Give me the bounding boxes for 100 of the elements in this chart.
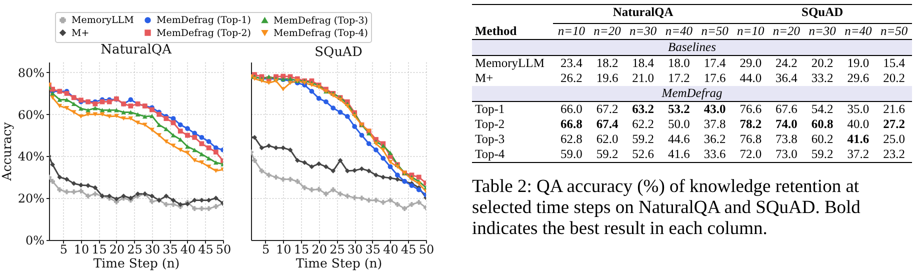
data-label: 17.2 bbox=[667, 71, 691, 86]
data-label: 17.4 bbox=[702, 56, 727, 71]
chart-title: SQuAD bbox=[314, 45, 362, 60]
data-label: 29.0 bbox=[738, 56, 763, 71]
data-label: 40.0 bbox=[846, 117, 870, 132]
x-tick-label: n=10 bbox=[737, 24, 764, 38]
legend-label: MemDefrag (Top-2) bbox=[156, 28, 251, 39]
data-label: 23.2 bbox=[876, 147, 912, 162]
data-label: 20.2 bbox=[882, 71, 906, 86]
data-label: 67.4 bbox=[595, 117, 620, 132]
data-label: 63.2 bbox=[631, 102, 656, 117]
data-label: 36.4 bbox=[774, 71, 798, 86]
caption: Table 2: QA accuracy (%) of knowledge retention at selected time steps on NaturalQA and SQuAD. Bold indicates the best result in each column. bbox=[472, 177, 862, 240]
data-label: 59.2 bbox=[589, 147, 626, 162]
data-label: 19.0 bbox=[846, 56, 870, 71]
x-tick-label: 45 bbox=[401, 242, 416, 256]
data-label: 59.2 bbox=[631, 132, 656, 147]
y-tick-label: MemoryLLM bbox=[474, 56, 546, 71]
data-label: 41.6 bbox=[846, 132, 870, 147]
data-label: 35.0 bbox=[846, 102, 870, 117]
data-label: 24.2 bbox=[774, 56, 798, 71]
x-tick-label: 5 bbox=[262, 242, 270, 256]
data-label: 20.2 bbox=[810, 56, 834, 71]
data-label: 67.6 bbox=[774, 102, 798, 117]
legend-label: M+ bbox=[72, 28, 90, 39]
data-label: 18.0 bbox=[667, 56, 691, 71]
text: NaturalQA bbox=[553, 4, 733, 24]
x-tick-label: 25 bbox=[330, 242, 345, 256]
data-label: 33.2 bbox=[810, 71, 834, 86]
data-label: 33.6 bbox=[696, 147, 733, 162]
y-axis-title: Method bbox=[472, 4, 554, 40]
data-label: 73.8 bbox=[774, 132, 798, 147]
y-tick-label: Top-3 bbox=[474, 132, 506, 147]
x-tick-label: 40 bbox=[180, 242, 196, 256]
y-tick-label: 0% bbox=[25, 234, 44, 248]
x-tick-label: 35 bbox=[365, 242, 381, 256]
data-label: 26.2 bbox=[559, 71, 584, 86]
chart-title: NaturalQA bbox=[100, 42, 172, 58]
y-axis-title: Accuracy bbox=[0, 121, 14, 182]
data-label: 18.2 bbox=[595, 56, 620, 71]
legend-label: MemDefrag (Top-1) bbox=[156, 15, 251, 26]
y-tick-label: 80% bbox=[18, 66, 44, 80]
data-label: 23.4 bbox=[559, 56, 584, 71]
x-tick-label: 30 bbox=[144, 242, 160, 256]
legend-label: MemDefrag (Top-3) bbox=[274, 15, 368, 26]
data-label: 76.6 bbox=[738, 102, 763, 117]
x-tick-label: 15 bbox=[92, 242, 107, 256]
x-tick-label: n=40 bbox=[844, 24, 872, 38]
x-tick-label: 45 bbox=[198, 242, 214, 256]
y-tick-label: M+ bbox=[474, 71, 494, 86]
data-label: 62.0 bbox=[595, 132, 620, 147]
data-label: 60.2 bbox=[810, 132, 834, 147]
x-tick-label: 5 bbox=[60, 242, 68, 256]
data-label: 53.2 bbox=[667, 102, 691, 117]
y-tick-label: Top-2 bbox=[474, 117, 506, 132]
x-tick-label: n=50 bbox=[701, 24, 728, 38]
data-label: 66.8 bbox=[559, 117, 584, 132]
x-tick-label: n=20 bbox=[594, 24, 621, 38]
data-label: 15.4 bbox=[882, 56, 906, 71]
data-label: 29.6 bbox=[846, 71, 870, 86]
y-tick-label: Top-4 bbox=[472, 147, 554, 162]
data-label: 37.2 bbox=[840, 147, 876, 162]
data-label: 59.2 bbox=[804, 147, 840, 162]
data-label: 62.8 bbox=[559, 132, 584, 147]
legend-label: MemoryLLM bbox=[72, 15, 134, 26]
data-label: 62.2 bbox=[631, 117, 656, 132]
data-label: 18.4 bbox=[631, 56, 656, 71]
data-label: 76.8 bbox=[738, 132, 763, 147]
data-label: 74.0 bbox=[774, 117, 798, 132]
data-label: 25.0 bbox=[882, 132, 906, 147]
y-tick-label: MemDefrag bbox=[472, 86, 912, 102]
x-tick-label: 10 bbox=[74, 242, 90, 256]
data-label: 21.6 bbox=[882, 102, 906, 117]
data-label: 67.2 bbox=[595, 102, 620, 117]
data-label: 50.0 bbox=[667, 117, 691, 132]
x-tick-label: 50 bbox=[216, 242, 232, 256]
y-tick-label: 20% bbox=[18, 192, 44, 206]
data-label: 21.0 bbox=[631, 71, 656, 86]
x-tick-label: n=30 bbox=[808, 24, 836, 38]
y-tick-label: Baselines bbox=[472, 40, 912, 56]
legend-label: MemDefrag (Top-4) bbox=[274, 28, 368, 39]
x-tick-label: 30 bbox=[347, 242, 363, 256]
x-tick-label: 40 bbox=[383, 242, 398, 256]
x-tick-label: n=20 bbox=[772, 24, 800, 38]
data-label: 78.2 bbox=[738, 117, 763, 132]
y-tick-label: 60% bbox=[18, 108, 44, 122]
x-tick-label: 35 bbox=[162, 242, 178, 256]
data-label: 44.0 bbox=[738, 71, 763, 86]
text: SQuAD bbox=[732, 4, 912, 24]
x-tick-label: 20 bbox=[312, 242, 327, 256]
data-label: 36.2 bbox=[702, 132, 727, 147]
x-axis-title: Time Step (n) bbox=[93, 256, 180, 270]
x-tick-label: 10 bbox=[276, 242, 292, 256]
data-label: 44.6 bbox=[667, 132, 691, 147]
y-tick-label: 40% bbox=[18, 150, 44, 164]
data-label: 19.6 bbox=[595, 71, 620, 86]
x-tick-label: n=10 bbox=[558, 24, 585, 38]
x-axis-title: Time Step (n) bbox=[296, 256, 382, 270]
x-tick-label: 15 bbox=[294, 242, 310, 256]
data-label: 27.2 bbox=[882, 117, 906, 132]
